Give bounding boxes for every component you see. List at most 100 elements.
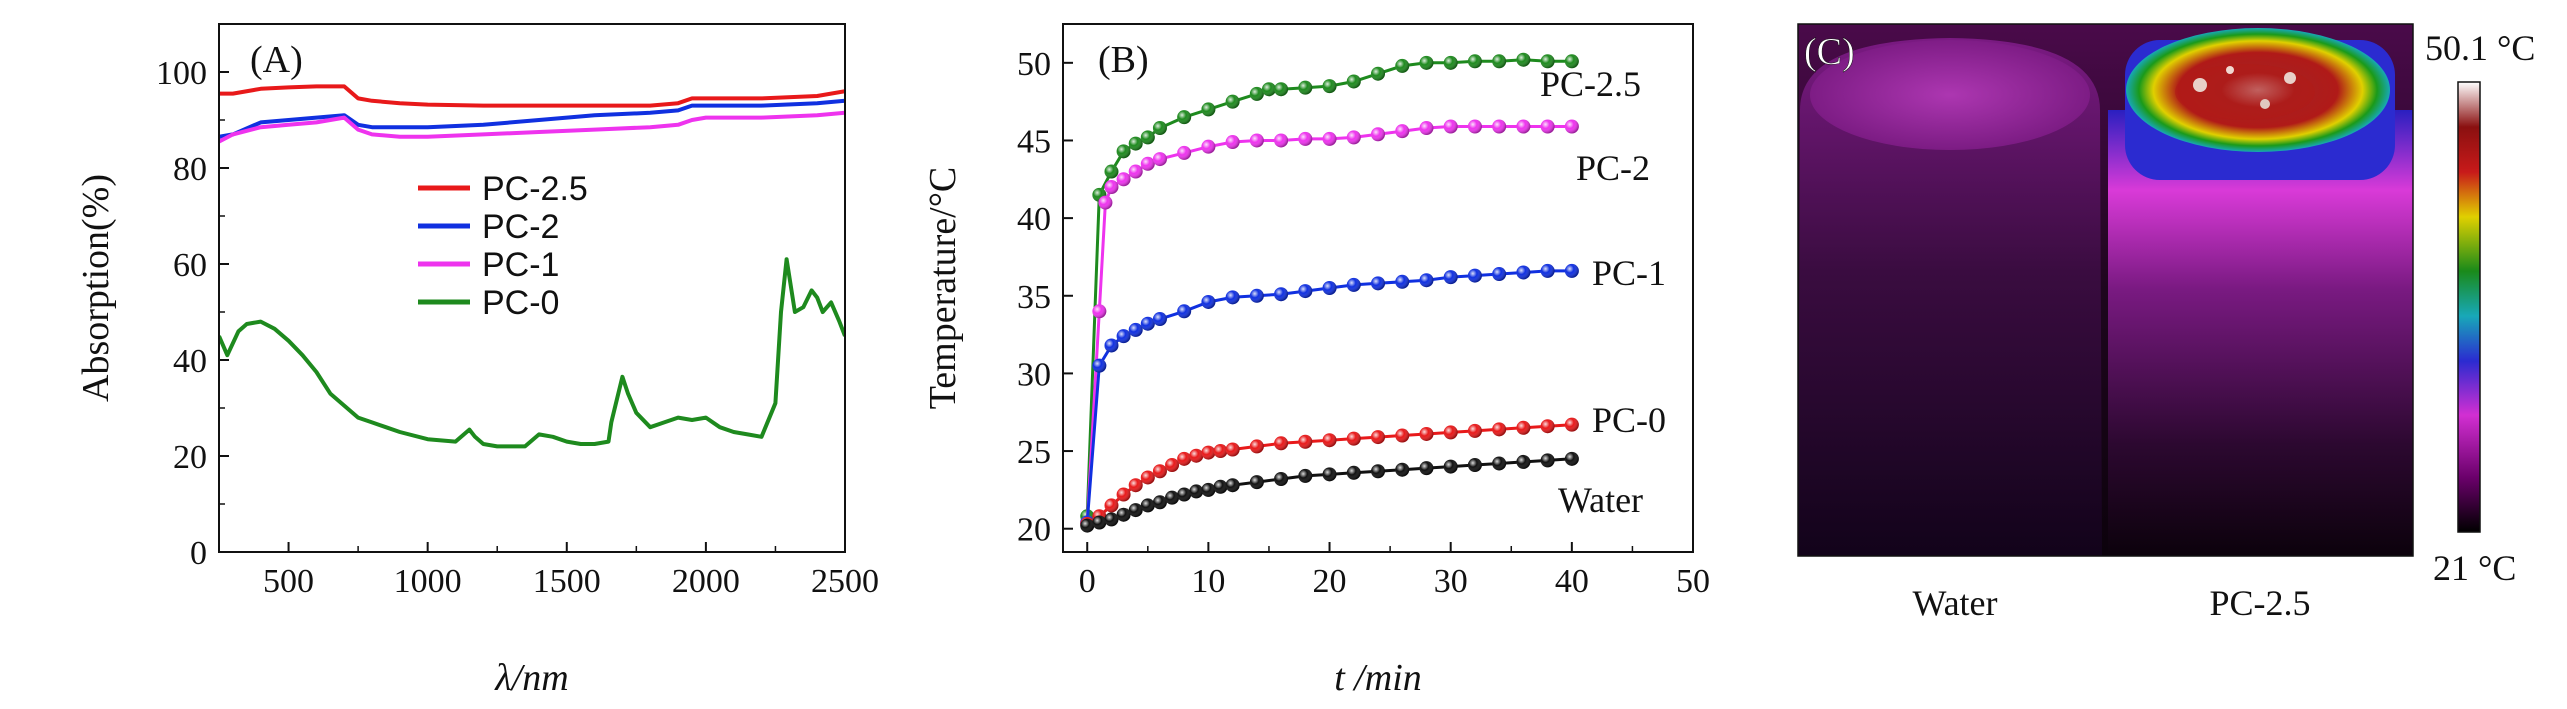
data-point-shade [1371, 430, 1385, 445]
y-tick-label: 45 [1017, 123, 1051, 160]
data-point-shade [1177, 110, 1192, 125]
y-tick-label: 20 [173, 439, 207, 476]
data-point-shade [1140, 156, 1155, 171]
series-line-PC-2.5 [219, 84, 845, 108]
data-point-shade [1467, 268, 1482, 283]
data-point-shade [1201, 294, 1216, 309]
data-point-shade [1419, 121, 1434, 136]
data-point-shade [1225, 478, 1240, 493]
y-tick-label: 80 [173, 151, 207, 188]
data-point-shade [1116, 487, 1131, 502]
y-tick-label: 25 [1017, 434, 1051, 471]
series-line-PC-1 [1085, 269, 1572, 523]
data-point-shade [1467, 423, 1482, 438]
data-point-shade [1225, 94, 1240, 109]
y-tick-label: 60 [173, 247, 207, 284]
x-tick-label: 10 [1191, 563, 1225, 600]
data-point-shade [1116, 329, 1131, 344]
data-point-shade [1104, 498, 1119, 513]
y-tick-label: 40 [173, 343, 207, 380]
data-point-shade [1322, 131, 1337, 146]
data-point-shade [1104, 164, 1119, 179]
x-tick-label: 1000 [394, 563, 462, 600]
x-tick-label: 2500 [811, 563, 879, 600]
data-point-shade [1516, 454, 1531, 469]
caption-water: Water [1912, 583, 1997, 623]
data-point-shade [1540, 54, 1555, 69]
data-point-shade [1298, 284, 1313, 299]
data-point-shade [1564, 451, 1579, 466]
data-point-shade [1128, 503, 1143, 518]
data-point-shade [1177, 145, 1192, 160]
x-tick-label: 40 [1555, 563, 1589, 600]
data-point-shade [1104, 512, 1119, 527]
data-point-shade [1092, 358, 1107, 373]
data-point-shade [1274, 287, 1289, 302]
data-point-shade [1152, 495, 1167, 510]
data-point-shade [1225, 135, 1240, 150]
y-tick-label: 35 [1017, 279, 1051, 316]
plot-frame [218, 23, 846, 553]
series-label: PC-0 [1592, 400, 1666, 440]
data-point-shade [1540, 263, 1555, 278]
data-point-shade [1098, 195, 1113, 210]
data-point-shade [1140, 470, 1155, 485]
data-point-shade [1225, 290, 1240, 305]
data-point-shade [1116, 144, 1131, 159]
data-point-shade [1140, 498, 1155, 513]
x-tick-label: 500 [263, 563, 314, 600]
data-point-shade [1395, 58, 1410, 73]
data-point-shade [1298, 80, 1313, 95]
data-point-shade [1322, 281, 1337, 295]
x-axis-label: t /min [1334, 657, 1422, 699]
data-point-shade [1189, 448, 1204, 463]
data-point-shade [1189, 484, 1204, 499]
x-tick-label: 1500 [533, 563, 601, 600]
series-label: PC-2 [1576, 148, 1650, 188]
data-point-shade [1201, 139, 1216, 154]
data-point-shade [1516, 420, 1531, 435]
data-point-shade [1371, 127, 1385, 142]
data-point-shade [1419, 461, 1434, 476]
data-point-shade [1540, 419, 1555, 434]
data-point-shade [1249, 288, 1264, 303]
data-point-shade [1492, 119, 1507, 134]
data-point-shade [1092, 515, 1107, 530]
data-point-shade [1564, 119, 1579, 134]
data-point-shade [1249, 439, 1264, 454]
series-line-PC-2 [219, 98, 845, 139]
series-line-PC-0 [219, 257, 845, 449]
data-point-shade [1152, 464, 1167, 479]
plot-frame [1062, 23, 1694, 553]
data-point-shade [1564, 54, 1579, 69]
panel-label-c: (C) [1804, 31, 1855, 73]
absorption-chart: 500 1000 1500 2000 2500 0 20 40 60 80 100 (A) Abso… [75, 23, 879, 699]
data-point-shade [1274, 436, 1289, 451]
data-point-shade [1516, 265, 1531, 280]
data-point-shade [1443, 55, 1458, 70]
panel-label-b: (B) [1098, 39, 1149, 81]
data-point-shade [1322, 433, 1337, 448]
data-point-shade [1140, 316, 1155, 331]
pc25-vial [2108, 28, 2413, 556]
data-point-shade [1492, 267, 1507, 282]
y-tick-label: 40 [1017, 201, 1051, 238]
data-point-shade [1395, 428, 1410, 443]
legend-label: PC-1 [482, 246, 559, 284]
data-point-shade [1177, 304, 1192, 319]
data-point-shade [1165, 458, 1180, 473]
y-tick-label: 0 [190, 535, 207, 572]
data-point-shade [1346, 465, 1361, 480]
data-point-shade [1467, 458, 1482, 473]
data-point-shade [1516, 119, 1531, 134]
series-label: PC-2.5 [1540, 64, 1641, 104]
data-point-shade [1201, 482, 1216, 497]
data-point-shade [1395, 462, 1410, 477]
data-point-shade [1152, 121, 1167, 136]
data-point-shade [1249, 86, 1264, 101]
data-point-shade [1213, 444, 1228, 459]
y-axis-label: Temperature/°C [922, 167, 964, 410]
data-point-shade [1128, 136, 1143, 151]
data-point-shade [1346, 74, 1361, 89]
